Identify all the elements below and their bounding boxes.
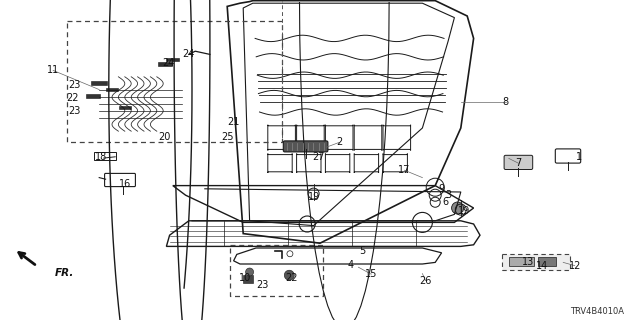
Text: 22: 22 [285, 273, 298, 283]
Bar [94, 152, 116, 160]
Bar [86, 94, 100, 98]
Text: 2: 2 [336, 137, 342, 148]
Text: 18: 18 [95, 152, 108, 162]
Text: 23: 23 [68, 106, 81, 116]
Text: 23: 23 [68, 80, 81, 90]
Text: 10: 10 [239, 273, 252, 284]
Bar [91, 81, 107, 85]
Text: 14: 14 [536, 261, 548, 271]
Text: 8: 8 [502, 97, 509, 108]
Bar [67, 21, 282, 142]
Text: 26: 26 [419, 276, 432, 286]
Bar [106, 88, 118, 91]
Circle shape [452, 202, 463, 214]
Text: 6: 6 [442, 197, 449, 207]
Text: 20: 20 [158, 132, 171, 142]
Circle shape [246, 268, 253, 276]
Text: 27: 27 [312, 152, 324, 162]
Bar [166, 58, 179, 61]
FancyBboxPatch shape [504, 155, 532, 170]
Bar [230, 245, 323, 296]
Text: 11: 11 [47, 65, 60, 76]
Text: 5: 5 [359, 246, 365, 256]
Text: 19: 19 [307, 192, 320, 202]
Text: 9: 9 [438, 184, 445, 195]
Text: 24: 24 [182, 49, 195, 60]
Text: 17: 17 [398, 165, 411, 175]
Text: 23: 23 [256, 280, 269, 291]
Text: 21: 21 [227, 117, 239, 127]
Text: 4: 4 [348, 260, 354, 270]
FancyBboxPatch shape [284, 141, 328, 152]
Text: 1: 1 [576, 152, 582, 162]
Text: 7: 7 [515, 158, 522, 168]
Circle shape [284, 270, 294, 280]
Text: 25: 25 [221, 132, 234, 142]
Text: 16: 16 [119, 179, 132, 189]
Text: 19: 19 [458, 206, 470, 216]
Text: TRV4B4010A: TRV4B4010A [570, 308, 624, 316]
Bar [243, 275, 253, 283]
Text: 13: 13 [522, 257, 534, 267]
Text: FR.: FR. [54, 268, 74, 278]
Bar [502, 254, 570, 270]
Bar [538, 257, 556, 266]
Text: 12: 12 [568, 260, 581, 271]
Text: 15: 15 [365, 269, 378, 279]
Text: 24: 24 [162, 58, 175, 68]
Bar [119, 106, 131, 109]
Bar [158, 62, 172, 66]
Text: 3: 3 [445, 190, 451, 200]
Text: 22: 22 [67, 92, 79, 103]
Bar [509, 257, 534, 266]
